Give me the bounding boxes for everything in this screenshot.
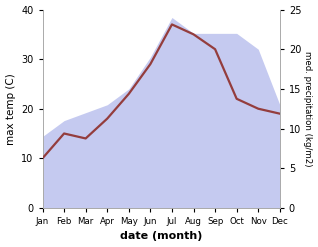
Y-axis label: max temp (C): max temp (C) <box>5 73 16 144</box>
X-axis label: date (month): date (month) <box>120 231 202 242</box>
Y-axis label: med. precipitation (kg/m2): med. precipitation (kg/m2) <box>303 51 313 166</box>
